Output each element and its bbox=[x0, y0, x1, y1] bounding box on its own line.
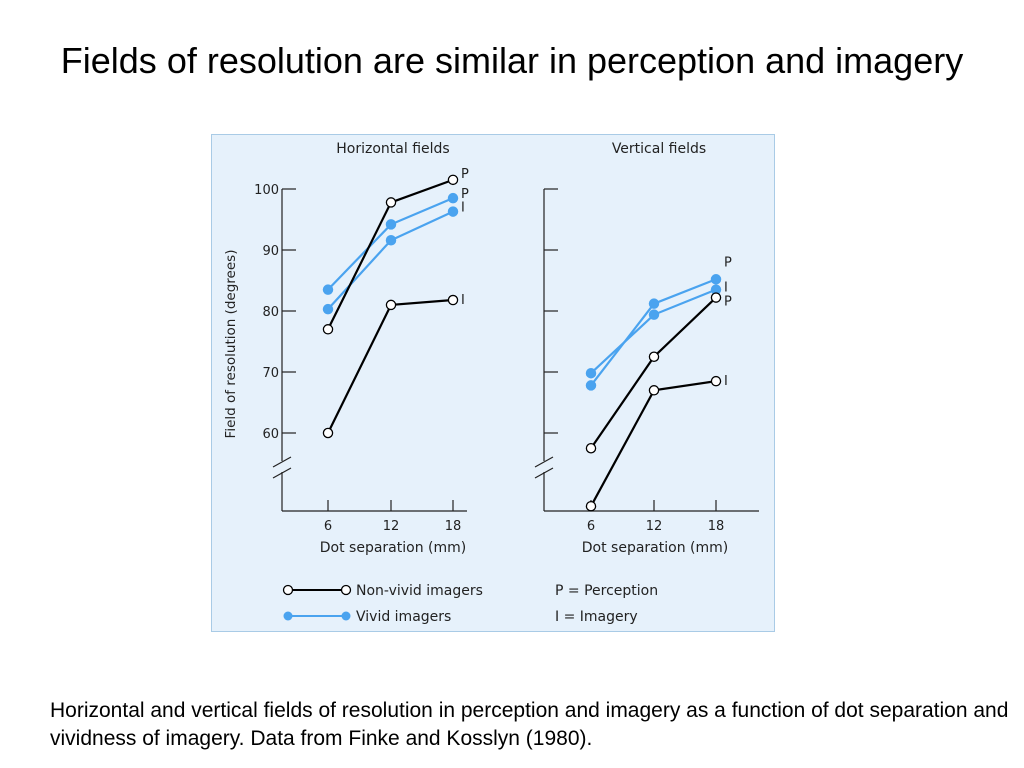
series-horizontal-vivid-p-point-12 bbox=[385, 219, 397, 230]
series-vertical-vivid-p-point-18 bbox=[710, 274, 722, 285]
series-vertical-vivid-i-point-6 bbox=[585, 367, 597, 379]
y-tick-label-horizontal-60: 60 bbox=[262, 427, 279, 442]
series-horizontal-vivid-p-point-6 bbox=[322, 284, 334, 295]
axes-vertical: 6 12 18 bbox=[534, 188, 759, 534]
x-tick-label-vertical-18: 18 bbox=[708, 519, 725, 534]
series-horizontal-non-vivid-p-point-6 bbox=[322, 324, 334, 335]
panel-title-vertical: Vertical fields bbox=[612, 141, 706, 157]
axes-horizontal: 60 70 80 90 100 6 12 18 bbox=[254, 183, 467, 534]
x-tick-label-horizontal-12: 12 bbox=[383, 519, 400, 534]
legend-label-vivid: Vivid imagers bbox=[356, 609, 451, 625]
x-tick-label-horizontal-18: 18 bbox=[445, 519, 462, 534]
x-tick-label-vertical-12: 12 bbox=[646, 519, 663, 534]
figure-background bbox=[211, 134, 775, 632]
y-tick-label-horizontal-100: 100 bbox=[254, 183, 279, 198]
series-horizontal-non-vivid-i-point-6 bbox=[322, 427, 334, 439]
series-horizontal-vivid-i-end-label: I bbox=[461, 201, 465, 216]
legend-key-imagery: I = Imagery bbox=[555, 609, 638, 625]
series-vertical-vivid-p-end-label: P bbox=[724, 255, 732, 270]
series-horizontal-non-vivid-i-point-18 bbox=[447, 294, 459, 306]
legend-key-perception: P = Perception bbox=[555, 583, 658, 599]
x-axis-label-vertical: Dot separation (mm) bbox=[582, 540, 728, 556]
series-horizontal-vivid-p-end-label: P bbox=[461, 187, 469, 202]
series-vertical-non-vivid-p-point-6 bbox=[585, 442, 597, 454]
x-tick-label-vertical-6: 6 bbox=[587, 519, 595, 534]
series-horizontal-vivid-p-point-18 bbox=[447, 192, 459, 204]
series-vertical-non-vivid-p-point-18 bbox=[710, 292, 722, 303]
legend-marker-vivid-left bbox=[283, 611, 293, 621]
y-tick-label-horizontal-80: 80 bbox=[262, 305, 279, 320]
series-horizontal-vivid-i-point-6 bbox=[322, 303, 334, 315]
series-vertical-vivid-i-end-label: I bbox=[724, 281, 728, 296]
series-vertical-non-vivid-p-point-12 bbox=[648, 351, 660, 362]
series-vertical-vivid-i-point-12 bbox=[648, 309, 660, 320]
figure: Horizontal fields Vertical fields Field … bbox=[211, 134, 775, 632]
series-horizontal-non-vivid-i-point-12 bbox=[385, 299, 397, 311]
series-vertical-vivid-p-point-12 bbox=[648, 298, 660, 309]
series-horizontal-non-vivid-p-point-12 bbox=[385, 197, 397, 208]
legend-marker-non-vivid-left bbox=[282, 584, 294, 596]
series-vertical-non-vivid-p-end-label: P bbox=[724, 295, 732, 310]
series-horizontal-vivid-i-point-12 bbox=[385, 234, 397, 246]
series-vertical-non-vivid-i-end-label: I bbox=[724, 374, 728, 389]
legend-label-non-vivid: Non-vivid imagers bbox=[356, 583, 483, 599]
series-vertical-non-vivid-i-point-12 bbox=[648, 385, 660, 396]
axis-break-upper-horizontal bbox=[272, 456, 292, 468]
series-vertical-non-vivid-i-point-18 bbox=[710, 375, 722, 387]
x-tick-label-horizontal-6: 6 bbox=[324, 519, 332, 534]
y-tick-label-horizontal-90: 90 bbox=[262, 244, 279, 259]
y-tick-label-horizontal-70: 70 bbox=[262, 366, 279, 381]
series-vertical-non-vivid-i-point-6 bbox=[585, 500, 597, 512]
figure-caption: Horizontal and vertical fields of resolu… bbox=[50, 699, 1009, 750]
x-axis-label-horizontal: Dot separation (mm) bbox=[320, 540, 466, 556]
panel-title-horizontal: Horizontal fields bbox=[336, 141, 449, 157]
axis-break-upper-vertical bbox=[534, 456, 554, 468]
legend-marker-non-vivid-right bbox=[340, 584, 352, 596]
slide-title: Fields of resolution are similar in perc… bbox=[60, 40, 964, 81]
series-horizontal-non-vivid-p-point-18 bbox=[447, 174, 459, 186]
series-vertical-vivid-p-point-6 bbox=[585, 380, 597, 391]
y-axis-label: Field of resolution (degrees) bbox=[223, 250, 239, 439]
legend: Non-vivid imagers Vivid imagers P = Perc… bbox=[282, 583, 658, 625]
series-horizontal-non-vivid-p-end-label: P bbox=[461, 167, 469, 182]
legend-marker-vivid-right bbox=[341, 611, 351, 621]
series-horizontal-vivid-i-point-18 bbox=[447, 206, 459, 217]
series-horizontal-non-vivid-i-end-label: I bbox=[461, 293, 465, 308]
